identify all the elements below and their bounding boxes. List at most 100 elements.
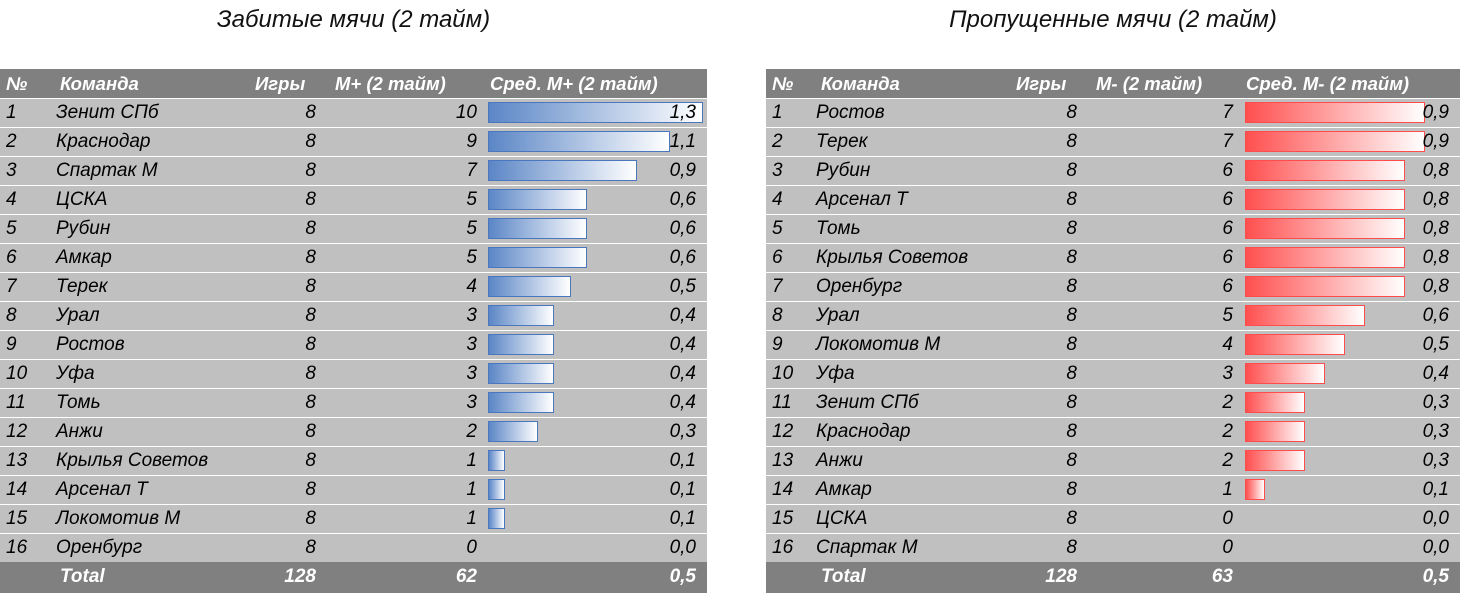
games-played: 8 [1066,508,1077,529]
header-team: Команда [60,73,139,94]
total-goals: 62 [455,566,477,587]
team-name: ЦСКА [56,189,108,210]
conceded-rows: 1 Ростов 8 7 0,9 2 Терек 8 7 0,9 3 Рубин 8 6 0,8 4 Арсен… [766,98,1460,562]
total-games: 128 [284,566,316,587]
games-played: 8 [1066,421,1077,442]
goals-count: 0 [466,537,477,558]
scored-goals-title: Забитые мячи (2 тайм) [216,6,491,33]
conceded-total-row: Total 128 63 0,5 [766,562,1460,593]
avg-value: 0,4 [1422,363,1449,384]
avg-data-bar [488,363,554,384]
conceded-goals-title: Пропущенные мячи (2 тайм) [949,6,1277,33]
row-number: 12 [6,421,28,442]
goals-count: 5 [466,218,477,239]
goals-count: 2 [1222,421,1233,442]
avg-data-bar [1245,160,1405,181]
goals-count: 2 [1222,450,1233,471]
team-name: Спартак М [56,160,158,181]
goals-count: 5 [1222,305,1233,326]
avg-data-bar [488,276,571,297]
games-played: 8 [305,247,316,268]
row-number: 5 [6,218,17,239]
row-number: 6 [772,247,783,268]
scored-header-row: № Команда Игры М+ (2 тайм) Сред. М+ (2 т… [0,69,707,98]
avg-value: 0,3 [1422,421,1449,442]
team-name: Крылья Советов [56,450,209,471]
table-row: 1 Ростов 8 7 0,9 [766,98,1460,127]
team-name: Томь [816,218,861,239]
avg-data-bar [1245,218,1405,239]
team-name: Локомотив М [816,334,941,355]
avg-data-bar [1245,392,1305,413]
games-played: 8 [1066,160,1077,181]
avg-value: 0,6 [669,189,696,210]
table-row: 8 Урал 8 5 0,6 [766,301,1460,330]
row-number: 16 [772,537,794,558]
games-played: 8 [305,305,316,326]
avg-value: 0,8 [1422,160,1449,181]
goals-count: 6 [1222,189,1233,210]
goals-count: 2 [1222,392,1233,413]
row-number: 15 [6,508,28,529]
avg-value: 0,0 [669,537,696,558]
table-row: 14 Амкар 8 1 0,1 [766,475,1460,504]
games-played: 8 [1066,276,1077,297]
goals-count: 3 [466,363,477,384]
goals-count: 4 [1222,334,1233,355]
avg-value: 0,6 [669,218,696,239]
team-name: Спартак М [816,537,918,558]
avg-data-bar [1245,276,1405,297]
games-played: 8 [305,334,316,355]
row-number: 7 [772,276,783,297]
row-number: 11 [772,392,792,413]
row-number: 10 [772,363,794,384]
avg-value: 0,0 [1422,537,1449,558]
table-row: 3 Рубин 8 6 0,8 [766,156,1460,185]
avg-data-bar [1245,450,1305,471]
team-name: ЦСКА [816,508,868,529]
avg-data-bar [488,421,538,442]
row-number: 5 [772,218,783,239]
row-number: 8 [6,305,17,326]
row-number: 1 [772,102,783,123]
avg-data-bar [1245,247,1405,268]
table-row: 13 Анжи 8 2 0,3 [766,446,1460,475]
goals-count: 1 [1222,479,1233,500]
games-played: 8 [1066,334,1077,355]
table-row: 5 Томь 8 6 0,8 [766,214,1460,243]
avg-value: 0,6 [1422,305,1449,326]
team-name: Рубин [56,218,111,239]
games-played: 8 [305,131,316,152]
total-label: Total [60,566,105,587]
total-label: Total [821,566,866,587]
avg-value: 0,8 [1422,189,1449,210]
table-row: 3 Спартак М 8 7 0,9 [0,156,707,185]
goals-count: 0 [1222,508,1233,529]
table-row: 7 Терек 8 4 0,5 [0,272,707,301]
games-played: 8 [305,276,316,297]
header-goals-conceded: М- (2 тайм) [1096,73,1203,94]
row-number: 8 [772,305,783,326]
games-played: 8 [1066,479,1077,500]
avg-data-bar [1245,189,1405,210]
avg-data-bar [488,160,637,181]
games-played: 8 [305,392,316,413]
avg-data-bar [488,392,554,413]
row-number: 13 [6,450,28,471]
team-name: Урал [56,305,100,326]
table-row: 8 Урал 8 3 0,4 [0,301,707,330]
table-row: 2 Краснодар 8 9 1,1 [0,127,707,156]
goals-count: 6 [1222,160,1233,181]
avg-value: 0,1 [1422,479,1449,500]
scored-goals-panel: Забитые мячи (2 тайм) № Команда Игры М+ … [0,0,707,593]
header-number: № [772,73,794,94]
team-name: Амкар [816,479,872,500]
row-number: 16 [6,537,28,558]
games-played: 8 [305,450,316,471]
team-name: Рубин [816,160,871,181]
goals-count: 3 [466,305,477,326]
games-played: 8 [1066,131,1077,152]
goals-count: 9 [466,131,477,152]
games-played: 8 [305,421,316,442]
team-name: Крылья Советов [816,247,969,268]
